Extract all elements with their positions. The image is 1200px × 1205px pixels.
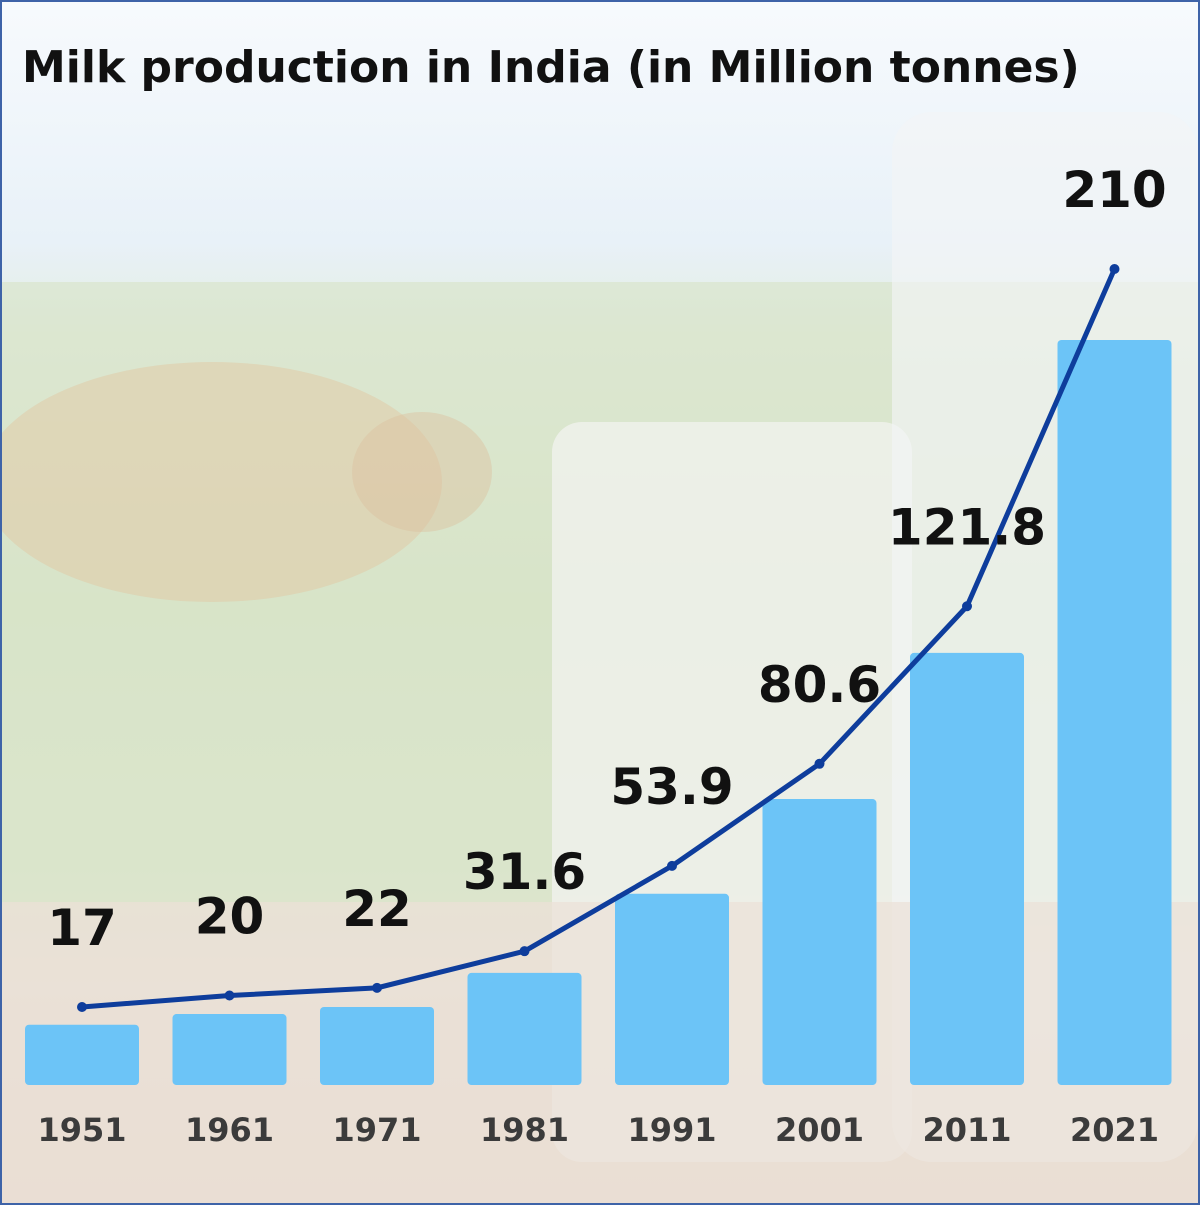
value-label-1991: 53.9 [610,758,733,816]
bar-1951 [25,1024,139,1085]
x-tick-label-2011: 2011 [922,1111,1011,1149]
value-label-2001: 80.6 [758,656,881,714]
x-tick-label-1951: 1951 [37,1111,126,1149]
trend-line [79,266,1117,1010]
line-point-1951 [77,1001,87,1012]
x-axis-ticks: 1951 1961 1971 1981 1991 2001 2011 2021 [37,1111,1159,1149]
line-point-1991 [667,860,677,871]
line-point-2021 [1109,264,1120,274]
line-point-1961 [224,990,235,1001]
bar-2011 [910,652,1024,1085]
bar-2001 [762,799,877,1085]
bar-2021 [1057,340,1172,1085]
bars-group [25,340,1172,1085]
line-point-1971 [372,982,382,993]
chart-title: Milk production in India (in Million ton… [22,42,1080,93]
bar-1971 [320,1006,434,1085]
x-tick-label-1981: 1981 [480,1111,569,1149]
bar-1981 [467,972,582,1085]
value-label-2021: 210 [1062,161,1166,219]
value-label-1981: 31.6 [463,843,586,901]
value-label-1951: 17 [47,899,117,957]
value-label-1961: 20 [195,888,265,946]
bar-1991 [615,893,729,1085]
bar-1961 [172,1014,287,1085]
value-label-1971: 22 [342,880,412,938]
x-tick-label-2021: 2021 [1070,1111,1159,1149]
x-tick-label-1971: 1971 [332,1111,421,1149]
line-point-1981 [519,946,530,957]
line-point-2011 [962,601,972,612]
value-labels-group: 17 20 22 31.6 53.9 80.6 121.8 210 [47,161,1166,957]
trend-line-group [77,264,1120,1012]
x-tick-label-2001: 2001 [775,1111,864,1149]
x-tick-label-1991: 1991 [627,1111,716,1149]
value-label-2011: 121.8 [888,498,1046,556]
line-point-2001 [814,758,825,769]
x-tick-label-1961: 1961 [185,1111,274,1149]
